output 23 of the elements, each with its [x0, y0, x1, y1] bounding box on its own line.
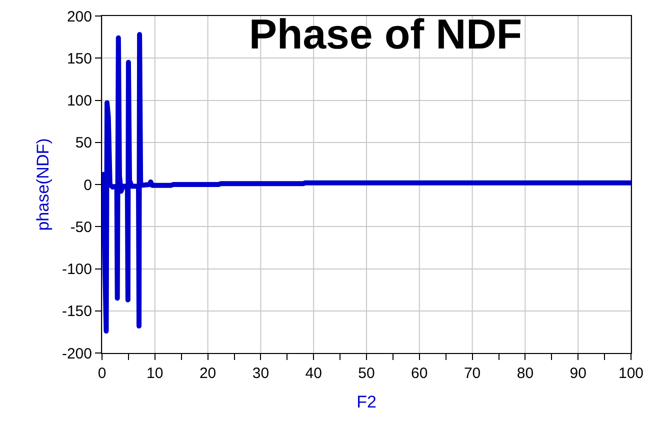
x-tick-label: 40 — [305, 365, 322, 382]
y-tick-label: -200 — [62, 345, 92, 362]
y-tick-label: -100 — [62, 261, 92, 278]
x-tick-label: 50 — [358, 365, 375, 382]
y-tick-label: -50 — [70, 218, 92, 236]
x-tick-label: 70 — [464, 365, 481, 382]
x-tick-label: 20 — [199, 365, 216, 382]
x-tick-label: 90 — [570, 365, 586, 382]
y-tick-label: 100 — [66, 92, 92, 110]
y-tick-label: 200 — [66, 8, 92, 26]
x-axis-title: F2 — [356, 392, 376, 412]
x-tick-label: 60 — [411, 365, 428, 382]
x-tick-label: 80 — [516, 365, 534, 382]
x-tick-label: 0 — [98, 365, 106, 382]
x-tick-label: 100 — [618, 365, 644, 382]
x-tick-label: 10 — [146, 365, 164, 382]
y-tick-label: 0 — [84, 176, 92, 194]
chart-title: Phase of NDF — [249, 10, 522, 58]
y-tick-label: 50 — [75, 134, 92, 152]
y-tick-label: -150 — [62, 303, 92, 320]
y-tick-label: 150 — [66, 50, 92, 68]
x-tick-label: 30 — [252, 365, 270, 382]
y-axis-title: phase(NDF) — [34, 138, 53, 231]
